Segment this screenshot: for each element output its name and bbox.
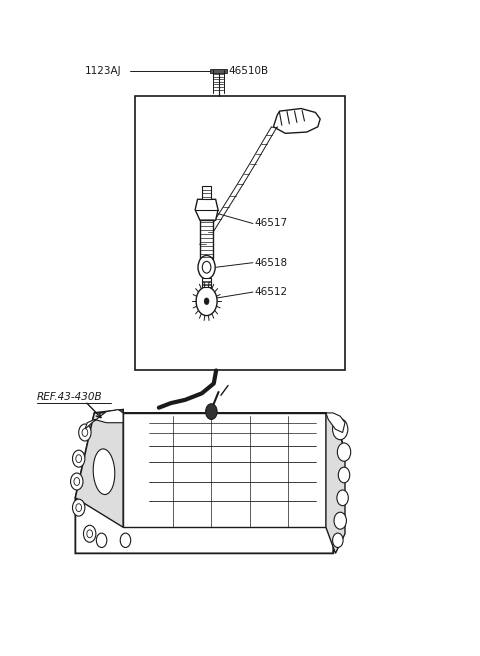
Text: REF.43-430B: REF.43-430B	[37, 392, 103, 401]
Polygon shape	[75, 413, 123, 527]
Circle shape	[196, 287, 217, 316]
Polygon shape	[326, 413, 345, 554]
Bar	[200, 220, 213, 259]
Bar	[202, 277, 211, 287]
Circle shape	[338, 467, 350, 483]
Ellipse shape	[93, 449, 115, 495]
Circle shape	[76, 455, 82, 462]
Bar	[202, 186, 211, 199]
Circle shape	[72, 450, 85, 467]
Circle shape	[333, 419, 348, 440]
Circle shape	[198, 255, 215, 279]
Circle shape	[76, 504, 82, 512]
Circle shape	[337, 443, 351, 461]
Circle shape	[74, 478, 80, 485]
Polygon shape	[123, 413, 336, 419]
Circle shape	[96, 533, 107, 548]
Circle shape	[72, 499, 85, 516]
Circle shape	[82, 428, 88, 436]
Circle shape	[204, 298, 209, 304]
Circle shape	[205, 404, 217, 419]
Circle shape	[334, 512, 347, 529]
Bar	[135, 96, 345, 371]
Circle shape	[79, 424, 91, 441]
Text: 46510B: 46510B	[228, 66, 268, 76]
Text: 1123AJ: 1123AJ	[85, 66, 121, 76]
Circle shape	[71, 473, 83, 490]
Circle shape	[84, 525, 96, 543]
Text: 46517: 46517	[254, 218, 288, 228]
Polygon shape	[274, 108, 320, 133]
Polygon shape	[123, 413, 326, 527]
Circle shape	[202, 261, 211, 273]
Text: 46518: 46518	[254, 258, 288, 268]
Circle shape	[87, 530, 93, 538]
Text: 46512: 46512	[254, 287, 288, 297]
Circle shape	[337, 490, 348, 506]
Polygon shape	[75, 409, 345, 554]
Polygon shape	[195, 199, 218, 220]
Polygon shape	[85, 409, 123, 429]
Circle shape	[120, 533, 131, 548]
Polygon shape	[210, 69, 227, 73]
Polygon shape	[326, 413, 345, 432]
Circle shape	[333, 533, 343, 548]
